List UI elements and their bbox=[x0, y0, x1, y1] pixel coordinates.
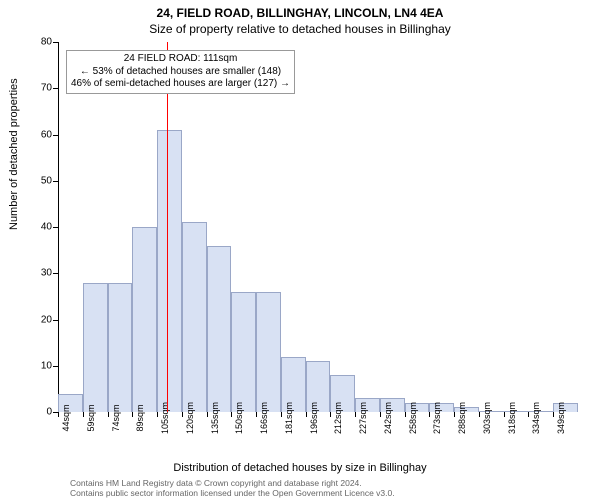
y-tick bbox=[53, 273, 58, 274]
x-tick-label: 318sqm bbox=[507, 402, 517, 434]
x-tick-label: 349sqm bbox=[556, 402, 566, 434]
x-tick bbox=[553, 412, 554, 417]
histogram-bar bbox=[108, 283, 133, 413]
y-tick-label: 20 bbox=[41, 314, 52, 325]
x-tick-label: 59sqm bbox=[86, 404, 96, 431]
x-axis-label: Distribution of detached houses by size … bbox=[0, 462, 600, 474]
histogram-bar bbox=[231, 292, 256, 412]
x-tick bbox=[108, 412, 109, 417]
x-tick bbox=[182, 412, 183, 417]
x-tick bbox=[479, 412, 480, 417]
x-tick bbox=[528, 412, 529, 417]
y-tick-label: 0 bbox=[46, 407, 52, 418]
footer-line-2: Contains public sector information licen… bbox=[70, 488, 395, 498]
title-line-1: 24, FIELD ROAD, BILLINGHAY, LINCOLN, LN4… bbox=[0, 0, 600, 20]
x-tick bbox=[157, 412, 158, 417]
chart-container: 24, FIELD ROAD, BILLINGHAY, LINCOLN, LN4… bbox=[0, 0, 600, 500]
y-tick bbox=[53, 366, 58, 367]
y-tick-label: 10 bbox=[41, 360, 52, 371]
y-tick bbox=[53, 88, 58, 89]
x-tick bbox=[306, 412, 307, 417]
y-tick bbox=[53, 135, 58, 136]
y-axis bbox=[58, 42, 59, 412]
x-tick bbox=[83, 412, 84, 417]
histogram-bar bbox=[207, 246, 232, 413]
y-tick-label: 80 bbox=[41, 37, 52, 48]
x-tick-label: 196sqm bbox=[309, 402, 319, 434]
x-tick-label: 227sqm bbox=[358, 402, 368, 434]
x-tick-label: 258sqm bbox=[408, 402, 418, 434]
histogram-bar bbox=[182, 222, 207, 412]
histogram-bar bbox=[256, 292, 281, 412]
y-tick bbox=[53, 42, 58, 43]
footer: Contains HM Land Registry data © Crown c… bbox=[70, 478, 395, 498]
x-tick bbox=[231, 412, 232, 417]
x-tick-label: 303sqm bbox=[482, 402, 492, 434]
y-tick-label: 60 bbox=[41, 129, 52, 140]
x-tick bbox=[405, 412, 406, 417]
x-tick-label: 273sqm bbox=[432, 402, 442, 434]
x-tick-label: 135sqm bbox=[210, 402, 220, 434]
x-tick-label: 120sqm bbox=[185, 402, 195, 434]
x-tick-label: 334sqm bbox=[531, 402, 541, 434]
y-tick bbox=[53, 181, 58, 182]
histogram-bar bbox=[83, 283, 108, 413]
y-tick-label: 70 bbox=[41, 83, 52, 94]
x-tick-label: 44sqm bbox=[61, 404, 71, 431]
x-tick bbox=[207, 412, 208, 417]
reference-line bbox=[167, 42, 168, 412]
y-tick bbox=[53, 320, 58, 321]
x-tick bbox=[281, 412, 282, 417]
x-tick bbox=[355, 412, 356, 417]
x-tick-label: 105sqm bbox=[160, 402, 170, 434]
x-tick bbox=[504, 412, 505, 417]
x-tick-label: 150sqm bbox=[234, 402, 244, 434]
histogram-bar bbox=[132, 227, 157, 412]
annotation-box: 24 FIELD ROAD: 111sqm← 53% of detached h… bbox=[66, 50, 295, 94]
x-tick-label: 89sqm bbox=[135, 404, 145, 431]
x-tick bbox=[454, 412, 455, 417]
x-tick-label: 74sqm bbox=[111, 404, 121, 431]
histogram-bar bbox=[157, 130, 182, 412]
title-line-2: Size of property relative to detached ho… bbox=[0, 20, 600, 36]
x-tick-label: 181sqm bbox=[284, 402, 294, 434]
y-tick bbox=[53, 227, 58, 228]
x-tick bbox=[132, 412, 133, 417]
annotation-line-1: 24 FIELD ROAD: 111sqm bbox=[71, 53, 290, 66]
x-tick bbox=[380, 412, 381, 417]
footer-line-1: Contains HM Land Registry data © Crown c… bbox=[70, 478, 395, 488]
x-tick-label: 288sqm bbox=[457, 402, 467, 434]
x-tick-label: 166sqm bbox=[259, 402, 269, 434]
y-tick-label: 50 bbox=[41, 175, 52, 186]
x-tick bbox=[429, 412, 430, 417]
x-tick bbox=[256, 412, 257, 417]
y-tick-label: 30 bbox=[41, 268, 52, 279]
y-tick-label: 40 bbox=[41, 222, 52, 233]
annotation-line-2: ← 53% of detached houses are smaller (14… bbox=[71, 66, 290, 79]
x-tick-label: 242sqm bbox=[383, 402, 393, 434]
x-tick bbox=[58, 412, 59, 417]
x-tick-label: 212sqm bbox=[333, 402, 343, 434]
annotation-line-3: 46% of semi-detached houses are larger (… bbox=[71, 78, 290, 91]
x-tick bbox=[330, 412, 331, 417]
plot-area: 0102030405060708044sqm59sqm74sqm89sqm105… bbox=[58, 42, 578, 412]
y-axis-label: Number of detached properties bbox=[8, 78, 20, 230]
